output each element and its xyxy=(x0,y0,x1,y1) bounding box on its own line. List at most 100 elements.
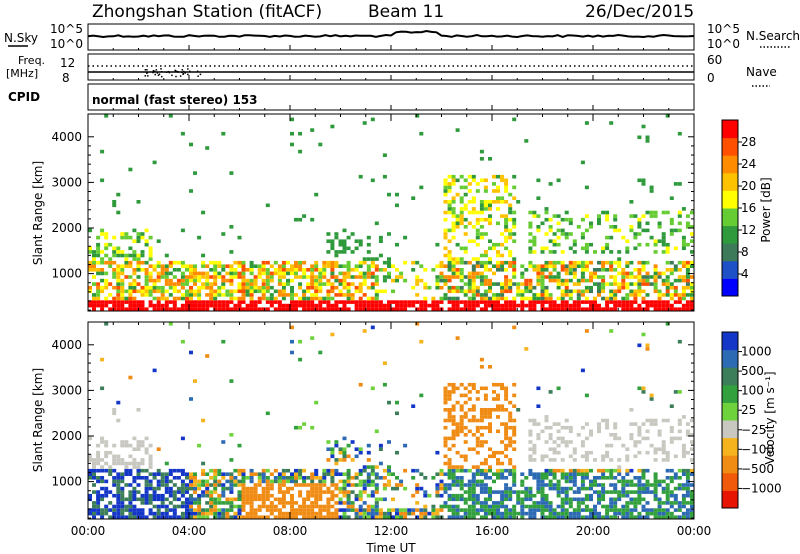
power-cell xyxy=(302,268,307,272)
velocity-cell xyxy=(298,511,303,516)
velocity-cell xyxy=(572,490,577,494)
velocity-cell xyxy=(597,422,601,426)
velocity-cell xyxy=(512,440,517,444)
velocity-cell xyxy=(645,418,650,423)
power-cell xyxy=(597,282,601,286)
power-cell xyxy=(185,300,189,304)
velocity-cell xyxy=(88,497,92,502)
velocity-cell xyxy=(92,501,96,505)
velocity-cell xyxy=(483,458,488,462)
velocity-cell xyxy=(225,508,230,512)
velocity-cell xyxy=(427,511,432,516)
power-cell xyxy=(237,235,242,240)
velocity-cell xyxy=(273,515,278,519)
velocity-cell xyxy=(257,483,262,487)
power-cell xyxy=(536,275,541,279)
power-cell xyxy=(310,275,315,279)
velocity-cell xyxy=(273,468,278,473)
velocity-cell xyxy=(213,515,218,519)
velocity-cell xyxy=(281,476,286,480)
velocity-cell xyxy=(572,468,577,473)
velocity-cell xyxy=(669,493,674,498)
velocity-cell xyxy=(504,486,509,491)
power-cell xyxy=(512,225,517,229)
velocity-cell xyxy=(302,501,307,505)
power-cell xyxy=(431,307,436,311)
power-cell xyxy=(152,160,157,165)
velocity-cell xyxy=(564,497,569,502)
power-cell xyxy=(88,289,92,294)
power-cell xyxy=(492,307,496,311)
velocity-cell xyxy=(492,490,496,494)
velocity-cell xyxy=(483,483,488,487)
power-cell xyxy=(193,278,197,283)
velocity-cell xyxy=(209,468,214,473)
power-cell xyxy=(257,271,262,276)
velocity-cell xyxy=(593,490,597,494)
velocity-cell xyxy=(516,490,521,494)
power-cell xyxy=(269,300,274,304)
power-cell xyxy=(261,271,266,276)
power-cell xyxy=(306,296,311,301)
power-cell xyxy=(298,131,303,136)
power-cell xyxy=(665,303,670,308)
power-cell xyxy=(641,282,646,286)
power-cell xyxy=(229,289,234,294)
velocity-cell xyxy=(370,508,375,512)
power-cell xyxy=(245,285,250,290)
velocity-cell xyxy=(540,454,545,459)
velocity-cell xyxy=(463,511,468,516)
velocity-cell xyxy=(116,458,121,462)
power-cell xyxy=(318,307,323,311)
power-cell xyxy=(459,210,464,215)
velocity-cell xyxy=(536,490,541,494)
power-cell xyxy=(483,207,488,211)
velocity-cell xyxy=(88,508,92,512)
power-cell xyxy=(116,300,121,304)
power-cell xyxy=(576,225,581,229)
power-cell xyxy=(225,271,230,276)
power-cell xyxy=(176,260,181,265)
power-cell xyxy=(180,278,185,283)
power-cell xyxy=(419,264,424,268)
velocity-cell xyxy=(492,472,496,476)
velocity-cell xyxy=(673,508,678,512)
velocity-cell xyxy=(544,508,549,512)
velocity-cell xyxy=(116,461,121,466)
nave-point xyxy=(199,73,202,76)
power-cell xyxy=(415,282,420,286)
power-cell xyxy=(580,271,585,276)
power-cell xyxy=(193,307,197,311)
velocity-cell xyxy=(322,472,327,476)
power-cell xyxy=(621,285,626,290)
power-cell xyxy=(374,303,379,308)
power-cell xyxy=(661,235,666,240)
power-cell xyxy=(500,285,505,290)
velocity-cell xyxy=(479,483,484,487)
velocity-cell xyxy=(613,504,618,509)
velocity-cell xyxy=(290,504,294,509)
velocity-cell xyxy=(314,493,319,498)
velocity-cell xyxy=(209,483,214,487)
power-cell xyxy=(496,242,500,247)
velocity-cell xyxy=(447,418,452,423)
power-cell xyxy=(249,260,254,265)
power-cell xyxy=(314,192,319,197)
power-cell xyxy=(265,296,270,301)
power-cell xyxy=(265,203,270,208)
power-cell xyxy=(508,282,513,286)
power-cell xyxy=(459,246,464,251)
velocity-cell xyxy=(681,493,686,498)
velocity-cell xyxy=(378,508,383,512)
velocity-cell xyxy=(528,468,533,473)
power-cell xyxy=(504,221,509,226)
power-cell xyxy=(370,275,375,279)
power-cell xyxy=(427,303,432,308)
velocity-cell xyxy=(609,483,614,487)
y-tick-label: 4000 xyxy=(51,338,82,352)
velocity-cell xyxy=(229,472,234,476)
velocity-cell xyxy=(104,440,109,444)
power-cell xyxy=(387,307,391,311)
power-cell xyxy=(374,282,379,286)
velocity-cell xyxy=(653,458,658,462)
